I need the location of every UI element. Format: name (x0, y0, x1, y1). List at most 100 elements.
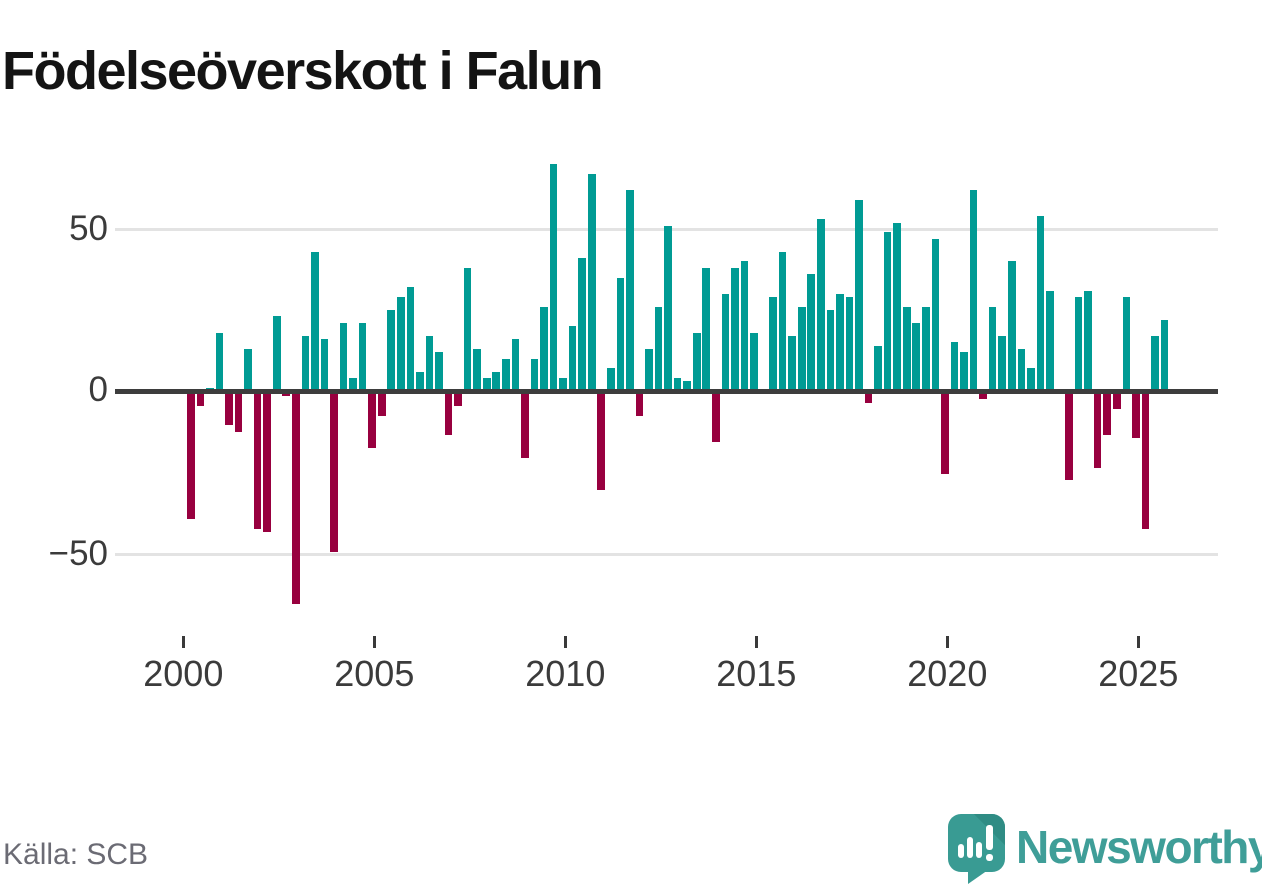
bar-2010Q2 (578, 258, 586, 393)
bar-2022Q3 (1046, 290, 1054, 393)
bar-2015Q3 (778, 251, 787, 393)
bar-2017Q3 (855, 199, 863, 393)
bar-2010Q3 (587, 173, 596, 393)
bar-2016Q3 (817, 219, 825, 393)
bar-2001Q1 (225, 391, 233, 426)
bar-2017Q4 (864, 391, 873, 403)
x-axis-label-2025: 2025 (1098, 653, 1179, 694)
bar-2022Q1 (1027, 368, 1035, 393)
bar-2005Q2 (387, 310, 396, 393)
newsworthy-wordmark: Newsworthy (1016, 821, 1262, 873)
newsworthy-logo[interactable]: Newsworthy (946, 812, 1262, 884)
bar-2020Q3 (969, 190, 978, 393)
bar-2013Q1 (683, 381, 691, 393)
bar-2023Q3 (1084, 290, 1092, 393)
bar-2009Q3 (549, 164, 558, 393)
bar-2009Q1 (530, 358, 539, 393)
newsworthy-logo-icon (948, 814, 1005, 872)
bar-2007Q2 (463, 267, 472, 393)
bar-2018Q3 (893, 222, 901, 393)
logo-mini-bar-1 (958, 844, 964, 858)
bar-2025Q3 (1160, 319, 1169, 393)
bar-2012Q3 (664, 225, 672, 393)
bar-2012Q1 (645, 348, 653, 393)
bar-2010Q1 (568, 326, 577, 393)
bar-2016Q2 (807, 274, 816, 393)
gridline-minus-50 (115, 553, 1218, 556)
y-axis-label-minus-50: −50 (48, 534, 108, 574)
bar-2005Q1 (377, 391, 386, 416)
x-axis-tick-2025 (1136, 636, 1140, 648)
bar-2023Q1 (1065, 391, 1073, 481)
bar-2001Q2 (234, 391, 243, 432)
bar-2017Q1 (836, 293, 844, 393)
bar-2004Q4 (368, 391, 376, 449)
bar-2020Q2 (960, 352, 968, 393)
bar-2016Q4 (826, 310, 835, 393)
bar-2024Q1 (1103, 391, 1111, 436)
bar-2014Q1 (721, 293, 730, 393)
bar-2010Q4 (597, 391, 606, 491)
bar-2019Q1 (912, 322, 921, 393)
logo-exclamation-dot (986, 854, 993, 861)
x-axis-label-2000: 2000 (143, 653, 224, 694)
bar-2019Q4 (941, 391, 949, 474)
bar-2021Q1 (988, 306, 997, 393)
bar-2008Q3 (511, 339, 520, 393)
logo-speech-tail (968, 870, 988, 884)
x-axis-label-2015: 2015 (716, 653, 797, 694)
bar-2003Q1 (301, 335, 310, 393)
x-axis-label-2020: 2020 (907, 653, 988, 694)
bar-2005Q3 (397, 297, 405, 393)
y-axis-label-50: 50 (69, 209, 108, 249)
y-axis-label-0: 0 (88, 370, 108, 410)
bar-2025Q2 (1151, 335, 1159, 393)
x-axis-tick-2005 (372, 636, 376, 648)
x-axis-tick-2020 (945, 636, 949, 648)
bar-2018Q4 (902, 306, 911, 393)
bar-2003Q2 (311, 251, 319, 393)
bar-2024Q4 (1132, 391, 1140, 439)
bar-2018Q1 (874, 345, 882, 393)
bar-2013Q3 (702, 267, 711, 393)
bar-2014Q2 (731, 267, 739, 393)
bar-2024Q3 (1122, 297, 1131, 393)
bar-2001Q4 (253, 391, 262, 530)
x-axis-label-2005: 2005 (334, 653, 415, 694)
bar-2013Q2 (692, 332, 701, 393)
bar-2006Q4 (444, 391, 453, 436)
bar-2009Q2 (540, 306, 548, 393)
bar-2012Q4 (673, 378, 682, 393)
bar-2012Q2 (654, 306, 663, 393)
bar-2020Q1 (950, 342, 959, 393)
bar-2002Q1 (263, 391, 271, 533)
bar-2011Q4 (635, 391, 644, 416)
bar-2019Q2 (922, 306, 930, 393)
bar-2009Q4 (559, 378, 567, 393)
bar-2014Q3 (740, 261, 749, 393)
bar-2019Q3 (931, 238, 940, 393)
bar-2006Q1 (416, 371, 424, 393)
bar-2018Q2 (883, 232, 892, 393)
bar-2007Q1 (454, 391, 462, 406)
bar-2000Q4 (215, 332, 224, 393)
page-title: Födelseöverskott i Falun (2, 41, 604, 102)
zero-axis-line (115, 388, 1218, 394)
bar-2020Q4 (979, 391, 987, 400)
bar-2021Q4 (1017, 348, 1026, 393)
logo-mini-bar-3 (976, 842, 982, 858)
bar-2008Q4 (521, 391, 529, 458)
logo-exclamation-bar (986, 825, 993, 850)
bar-2004Q3 (358, 322, 367, 393)
bar-2021Q2 (998, 335, 1006, 393)
bar-2017Q2 (845, 297, 854, 393)
bar-2003Q3 (320, 339, 329, 393)
bar-2004Q1 (339, 322, 348, 393)
bar-2015Q4 (788, 335, 796, 393)
bar-2016Q1 (797, 306, 806, 393)
bar-2006Q3 (435, 352, 443, 393)
bar-2001Q3 (244, 348, 252, 393)
source-note: Källa: SCB (3, 838, 149, 871)
bar-2011Q1 (607, 368, 615, 393)
